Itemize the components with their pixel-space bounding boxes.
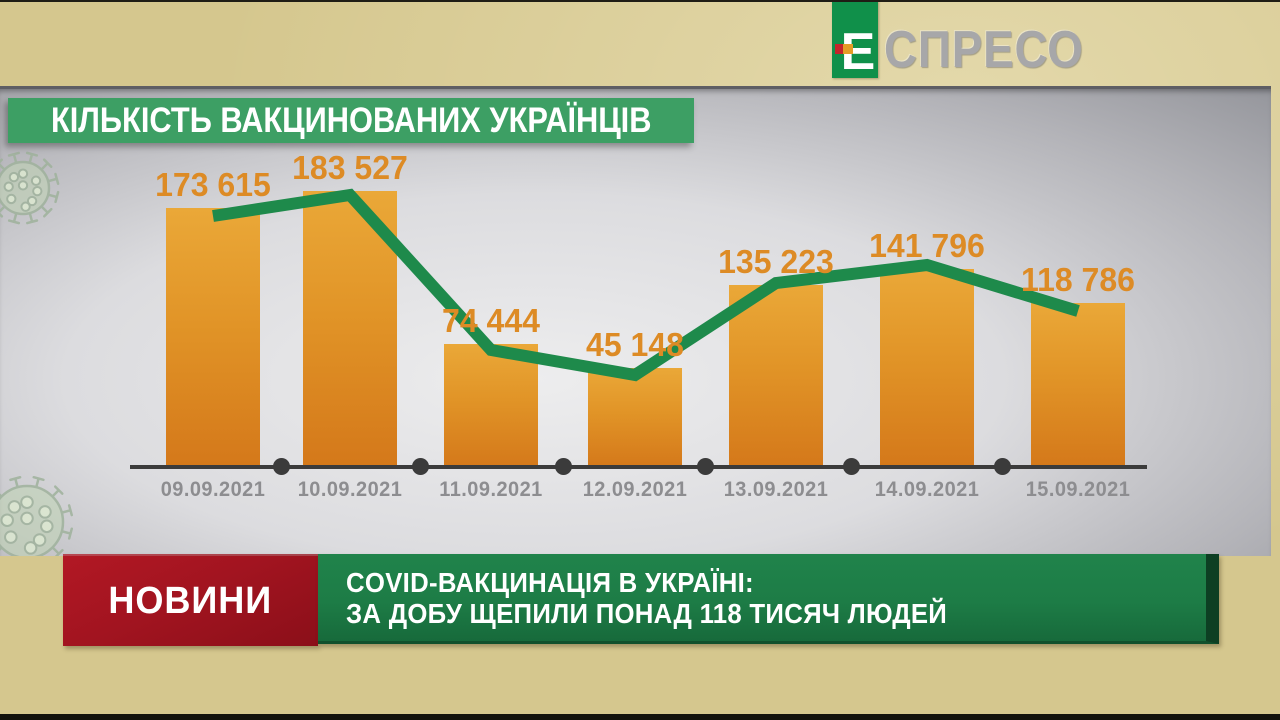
x-axis-dot (843, 458, 860, 475)
x-axis-tick-label: 13.09.2021 (723, 478, 829, 501)
espreso-logo-orange-square-icon (843, 44, 853, 54)
espreso-logo-green-block (832, 0, 878, 78)
headline-line-1: COVID-ВАКЦИНАЦІЯ В УКРАЇНІ: (346, 566, 754, 598)
news-badge: НОВИНИ (63, 554, 318, 646)
bar-value-label: 141 796 (869, 227, 985, 264)
x-axis-dot (555, 458, 572, 475)
bar-13.09.2021 (729, 285, 823, 468)
x-axis-dot (412, 458, 429, 475)
x-axis-tick-label: 12.09.2021 (582, 478, 688, 501)
bar-15.09.2021 (1031, 303, 1125, 468)
virus-icon (0, 475, 74, 556)
espreso-logo-red-square-icon (835, 44, 843, 54)
virus-icon (0, 151, 60, 225)
headline-banner: COVID-ВАКЦИНАЦІЯ В УКРАЇНІ: ЗА ДОБУ ЩЕПИ… (318, 554, 1219, 644)
x-axis-tick-label: 11.09.2021 (439, 478, 543, 501)
bar-09.09.2021 (166, 208, 260, 468)
espreso-logo-wordmark: СПРЕСО (884, 21, 1084, 79)
x-axis-tick-label: 09.09.2021 (160, 478, 266, 501)
bar-11.09.2021 (444, 344, 538, 468)
chart-title: КІЛЬКІСТЬ ВАКЦИНОВАНИХ УКРАЇНЦІВ (50, 100, 652, 140)
x-axis-dot (697, 458, 714, 475)
bar-value-label: 118 786 (1021, 261, 1135, 298)
chart-title-banner: КІЛЬКІСТЬ ВАКЦИНОВАНИХ УКРАЇНЦІВ (8, 98, 694, 143)
bar-12.09.2021 (588, 368, 682, 468)
letterbox-top (0, 0, 1280, 2)
headline-line-2: ЗА ДОБУ ЩЕПИЛИ ПОНАД 118 ТИСЯЧ ЛЮДЕЙ (346, 597, 948, 629)
x-axis-tick-label: 10.09.2021 (297, 478, 403, 501)
bar-value-label: 45 148 (586, 326, 684, 363)
chart-panel: КІЛЬКІСТЬ ВАКЦИНОВАНИХ УКРАЇНЦІВ 173 615… (0, 86, 1271, 556)
x-axis-dot (994, 458, 1011, 475)
bar-10.09.2021 (303, 191, 397, 468)
x-axis-tick-label: 15.09.2021 (1025, 478, 1131, 501)
espreso-logo: Е СПРЕСО (826, 0, 1083, 82)
news-badge-label: НОВИНИ (108, 579, 273, 622)
bar-value-label: 183 527 (292, 149, 408, 186)
x-axis-dot (273, 458, 290, 475)
letterbox-bottom (0, 714, 1280, 720)
bar-14.09.2021 (880, 269, 974, 468)
x-axis (130, 465, 1147, 469)
x-axis-tick-label: 14.09.2021 (874, 478, 980, 501)
